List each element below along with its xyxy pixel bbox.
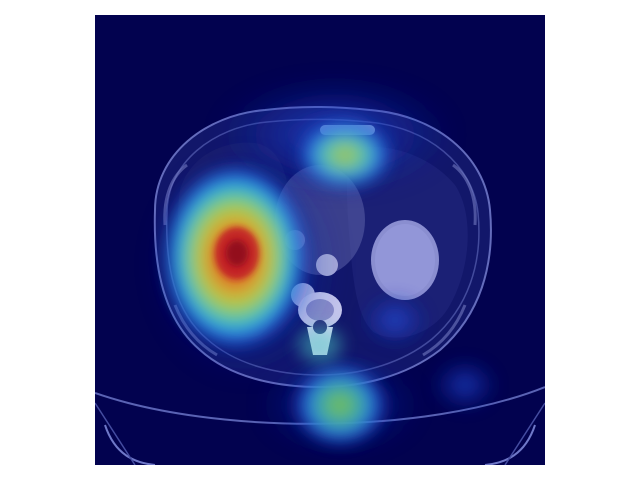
ct-heatmap-image [95, 15, 545, 465]
heatmap-figure [95, 15, 545, 465]
